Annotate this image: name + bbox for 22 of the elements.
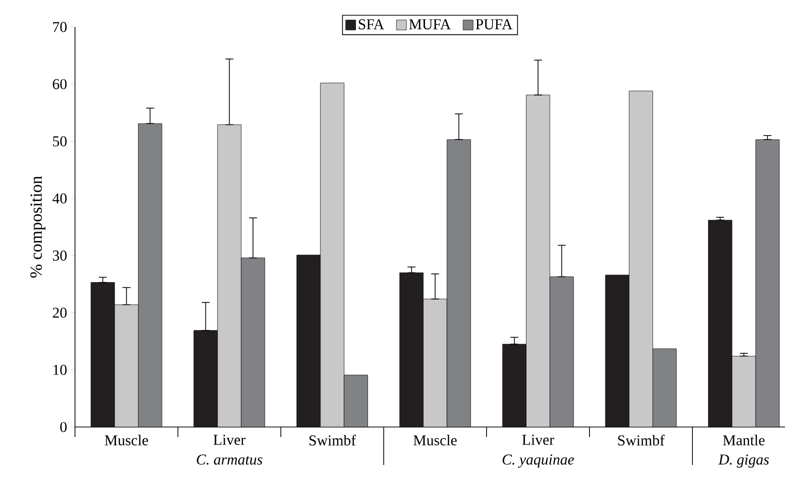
y-axis-title: % composition bbox=[30, 176, 46, 278]
x-tick-label: Swimbf bbox=[309, 434, 356, 446]
y-tick-label: 70 bbox=[53, 22, 67, 32]
x-tick-label: Muscle bbox=[414, 434, 457, 446]
y-tick-label: 40 bbox=[52, 193, 67, 204]
y-tick-label: 30 bbox=[52, 250, 67, 261]
x-tick-label: Mantle bbox=[723, 434, 765, 446]
x-tick-label: Swimbf bbox=[618, 434, 665, 446]
legend-label: PUFA bbox=[476, 19, 512, 30]
x-tick-label: Liver bbox=[522, 434, 554, 445]
text: C. yaquinae bbox=[502, 454, 574, 468]
x-tick-label: Muscle bbox=[104, 434, 148, 446]
text: C. armatus bbox=[196, 454, 262, 465]
y-tick-label: 20 bbox=[52, 308, 67, 318]
x-tick-label: Liver bbox=[214, 434, 246, 445]
y-tick-label: 50 bbox=[53, 136, 67, 146]
y-tick-label: 60 bbox=[52, 79, 67, 90]
y-tick-label: 0 bbox=[60, 422, 67, 432]
legend-label: MUFA bbox=[409, 19, 451, 30]
text: D. gigas bbox=[718, 454, 769, 468]
y-tick-label: 10 bbox=[54, 364, 67, 375]
legend-label: SFA bbox=[358, 19, 384, 30]
